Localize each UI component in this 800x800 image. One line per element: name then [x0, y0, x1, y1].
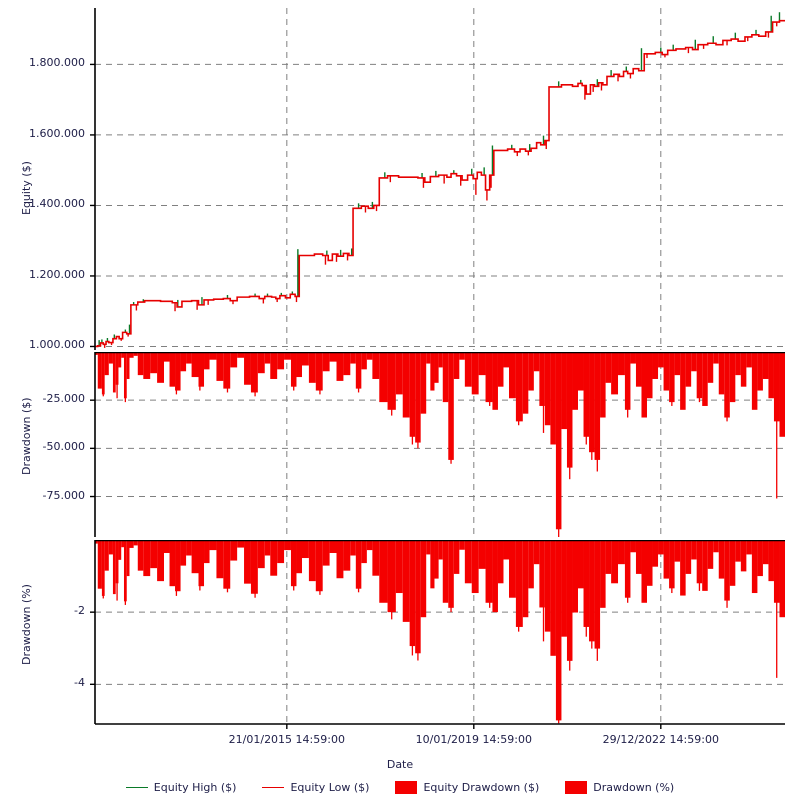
y-tick-label: -2	[74, 604, 85, 618]
x-tick-label: 29/12/2022 14:59:00	[602, 733, 719, 746]
drawdown-abs-plot	[95, 352, 785, 537]
y-tick-label: -75.000	[42, 488, 85, 502]
legend-item[interactable]: Equity High ($)	[125, 780, 237, 794]
equity-plot	[95, 8, 785, 350]
legend-line-marker	[262, 786, 285, 788]
y-tick-label: 1.600.000	[29, 126, 85, 140]
y-tick-label: 1.400.000	[29, 197, 85, 211]
legend-item[interactable]: Equity Low ($)	[262, 781, 369, 794]
y-tick-label: 1.000.000	[29, 338, 85, 352]
legend-box-marker	[395, 780, 418, 794]
y-tick-label: -50.000	[42, 440, 85, 454]
legend-label: Equity High ($)	[153, 780, 237, 794]
y-tick-label: 1.200.000	[29, 267, 85, 281]
drawdown-pct-axis-title: Drawdown (%)	[20, 584, 33, 665]
drawdown-abs-axis-title: Drawdown ($)	[20, 397, 33, 476]
x-tick-label: 10/01/2019 14:59:00	[415, 733, 532, 746]
legend-item[interactable]: Equity Drawdown ($)	[395, 780, 540, 794]
y-tick-label: -4	[74, 676, 85, 690]
y-tick-label: -25.000	[42, 392, 85, 406]
chart-legend: Equity High ($) Equity Low ($) Equity Draw…	[0, 778, 800, 796]
legend-box-marker	[565, 780, 588, 794]
drawdown-pct-plot	[95, 540, 785, 724]
y-tick-label: 1.800.000	[29, 56, 85, 70]
x-tick-label: 21/01/2015 14:59:00	[228, 733, 345, 746]
x-axis-title: Date	[386, 758, 414, 771]
legend-label: Equity Drawdown ($)	[423, 780, 540, 794]
legend-item[interactable]: Drawdown (%)	[565, 780, 675, 794]
equity-panel	[95, 8, 785, 350]
drawdown-abs-panel	[95, 352, 785, 537]
legend-label: Equity Low ($)	[290, 780, 370, 794]
legend-label: Drawdown (%)	[593, 780, 675, 794]
legend-line-marker	[125, 786, 148, 788]
drawdown-pct-panel	[95, 540, 785, 724]
